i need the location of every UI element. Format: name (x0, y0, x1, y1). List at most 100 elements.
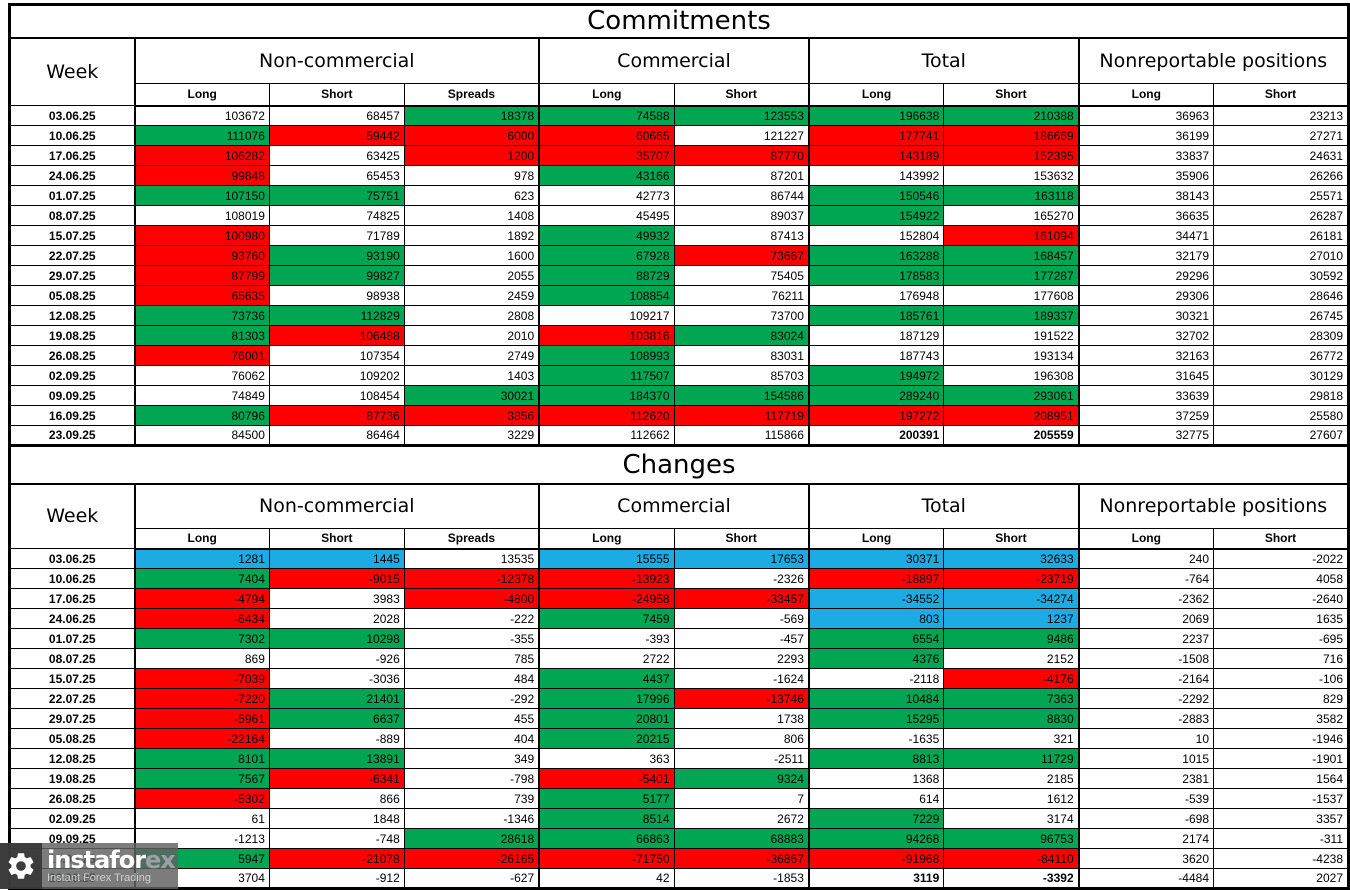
value-cell: -393 (538, 628, 675, 649)
value-cell: -2292 (1077, 688, 1214, 709)
value-cell: -12378 (403, 568, 540, 589)
value-cell: 2069 (1077, 608, 1214, 629)
week-cell: 15.07.25 (9, 225, 135, 246)
value-cell: 30321 (1077, 305, 1214, 326)
value-cell: 65635 (133, 285, 270, 306)
col-header-long: Long (133, 83, 270, 107)
value-cell: 30021 (403, 385, 540, 406)
value-cell: -3036 (268, 668, 405, 689)
value-cell: 154586 (673, 385, 810, 406)
value-cell: 74825 (268, 205, 405, 226)
value-cell: 716 (1213, 648, 1349, 669)
value-cell: 7567 (133, 768, 270, 789)
data-row: 16.09.25 80796 87736 3856 112620 117719 197272… (9, 405, 1349, 426)
value-cell: 60665 (538, 125, 675, 146)
value-cell: 3983 (268, 588, 405, 609)
value-cell: 108993 (538, 345, 675, 366)
changes-body: 03.06.25 1281 1445 13535 15555 17653 30371 3263… (9, 548, 1349, 889)
value-cell: 112829 (268, 305, 405, 326)
value-cell: -71750 (538, 848, 675, 869)
col-header-long: Long (538, 83, 675, 107)
value-cell: -539 (1077, 788, 1214, 809)
data-row: 10.06.25 7404 -9015 -12378 -13923 -2326 -18897… (9, 568, 1349, 589)
week-cell: 05.08.25 (9, 285, 135, 306)
col-header-short: Short (943, 528, 1080, 550)
value-cell: 99848 (133, 165, 270, 186)
value-cell: 3229 (403, 425, 540, 446)
value-cell: 17996 (538, 688, 675, 709)
value-cell: 240 (1077, 548, 1214, 569)
value-cell: 103672 (133, 105, 270, 126)
value-cell: 7302 (133, 628, 270, 649)
value-cell: 4376 (807, 648, 945, 669)
data-row: 29.07.25 -5961 6637 455 20801 1738 15295 8830 -2… (9, 708, 1349, 729)
value-cell: 349 (403, 748, 540, 769)
value-cell: 66863 (538, 828, 675, 849)
value-cell: 111076 (133, 125, 270, 146)
value-cell: 84500 (133, 425, 270, 446)
value-cell: 17653 (673, 548, 810, 569)
value-cell: 8813 (807, 748, 945, 769)
value-cell: 191522 (943, 325, 1080, 346)
week-cell: 24.06.25 (9, 165, 135, 186)
week-cell: 02.09.25 (9, 365, 135, 386)
value-cell: 28309 (1213, 325, 1349, 346)
value-cell: -2640 (1213, 588, 1349, 609)
value-cell: 177287 (943, 265, 1080, 286)
value-cell: 98938 (268, 285, 405, 306)
value-cell: 32163 (1077, 345, 1214, 366)
value-cell: -764 (1077, 568, 1214, 589)
value-cell: 112620 (538, 405, 675, 426)
value-cell: 73700 (673, 305, 810, 326)
value-cell: 363 (538, 748, 675, 769)
value-cell: -4800 (403, 588, 540, 609)
value-cell: 200391 (807, 425, 945, 446)
data-row: 23.09.25 84500 86464 3229 112662 115866 200391… (9, 425, 1349, 446)
data-row: 05.08.25 -22164 -889 404 20215 806 -1635 321 10-… (9, 728, 1349, 749)
value-cell: 26266 (1213, 165, 1349, 186)
value-cell: 1612 (943, 788, 1080, 809)
week-column-header: Week (9, 483, 135, 549)
value-cell: -23719 (943, 568, 1080, 589)
cot-report-sheet: Commitments Week Non-commercial Commerci… (8, 3, 1350, 890)
value-cell: -2511 (673, 748, 810, 769)
value-cell: 29818 (1213, 385, 1349, 406)
data-row: 12.08.25 73736 112829 2808 109217 73700 185761… (9, 305, 1349, 326)
value-cell: 109202 (268, 365, 405, 386)
col-header-spreads: Spreads (403, 83, 540, 107)
col-header-spreads: Spreads (403, 528, 540, 550)
week-cell: 08.07.25 (9, 205, 135, 226)
value-cell: 25580 (1213, 405, 1349, 426)
data-row: 02.09.25 76062 109202 1403 117507 85703 194972… (9, 365, 1349, 386)
data-row: 10.06.25 111076 59442 6000 60665 121227 177741… (9, 125, 1349, 146)
col-header-short: Short (268, 83, 405, 107)
value-cell: 165270 (943, 205, 1080, 226)
table-title-row: Changes (9, 445, 1349, 485)
group-header-noncommercial: Non-commercial (133, 37, 540, 84)
col-header-short: Short (673, 528, 810, 550)
value-cell: 152804 (807, 225, 945, 246)
value-cell: 73736 (133, 305, 270, 326)
data-row: 17.06.25 106282 63425 1200 35707 87770 143189 1… (9, 145, 1349, 166)
value-cell: -13923 (538, 568, 675, 589)
col-header-short: Short (673, 83, 810, 107)
value-cell: 36199 (1077, 125, 1214, 146)
week-cell: 16.09.25 (9, 405, 135, 426)
value-cell: -36867 (673, 848, 810, 869)
value-cell: -33457 (673, 588, 810, 609)
data-row: 08.07.25 108019 74825 1408 45495 89037 154922 1… (9, 205, 1349, 226)
data-row: 01.07.25 7302 10298 -355 -393 -457 6554 9486 223… (9, 628, 1349, 649)
value-cell: 61 (133, 808, 270, 829)
value-cell: -926 (268, 648, 405, 669)
value-cell: 29306 (1077, 285, 1214, 306)
value-cell: 33837 (1077, 145, 1214, 166)
gear-icon (0, 843, 42, 889)
value-cell: -24958 (538, 588, 675, 609)
value-cell: 1635 (1213, 608, 1349, 629)
col-header-long: Long (1077, 528, 1214, 550)
value-cell: -91968 (807, 848, 945, 869)
value-cell: 1200 (403, 145, 540, 166)
value-cell: 2237 (1077, 628, 1214, 649)
data-row: 26.08.25 -5302 866 739 5177 7 614 1612 -539 -1537 (9, 788, 1349, 809)
value-cell: 45495 (538, 205, 675, 226)
